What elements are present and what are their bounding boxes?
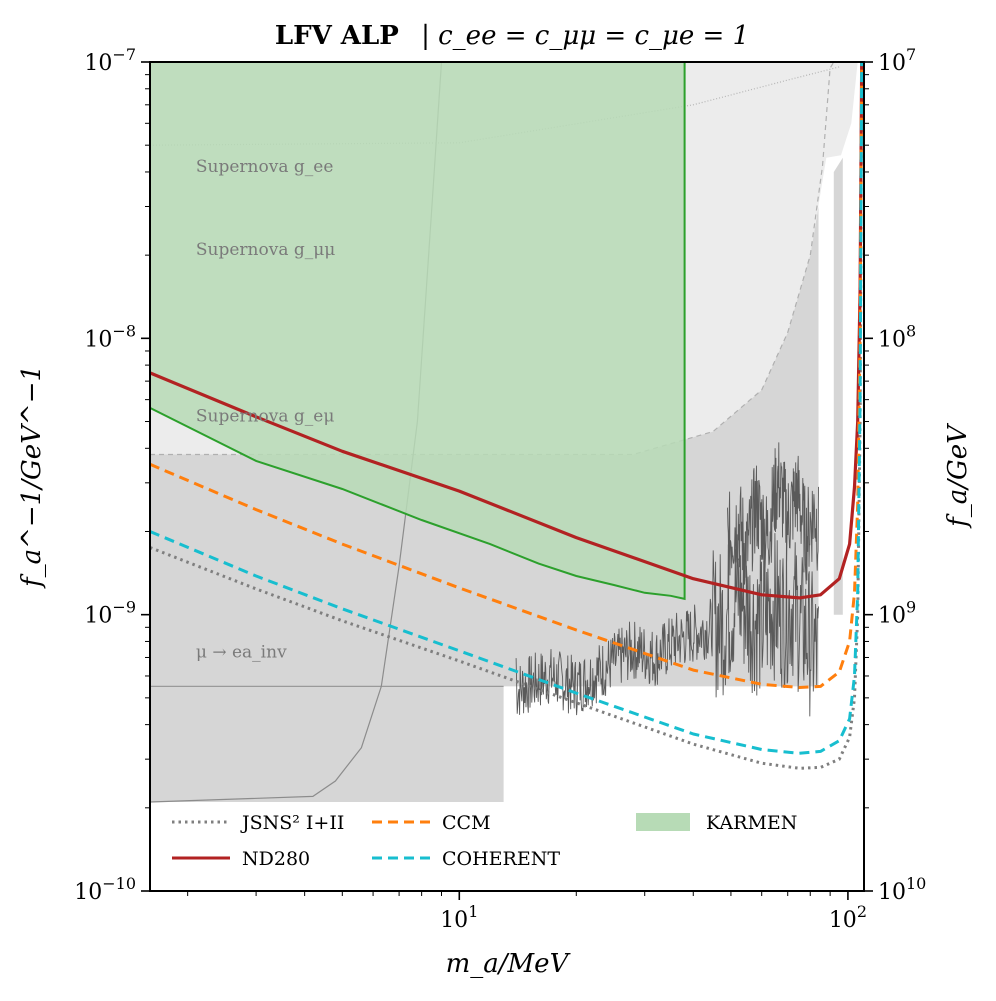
fluctuating-bound-line xyxy=(515,533,819,717)
x-axis-label: m_a/MeV xyxy=(446,949,571,979)
legend-label-jsns-i-ii: JSNS² I+II xyxy=(240,812,344,834)
series-layer xyxy=(150,62,864,770)
karmen-region-layer xyxy=(150,62,686,601)
y-tick-label-left-2: 10−9 xyxy=(84,598,136,629)
region-labels: Supernova g_ee Supernova g_μμ Supernova g_… xyxy=(196,157,335,663)
series-line-coherent xyxy=(150,62,864,755)
legend: JSNS² I+II CCM KARMEN ND280 COHERENT xyxy=(172,812,797,870)
chart-title-rest: | c_ee = c_μμ = c_μe = 1 xyxy=(421,21,749,51)
karmen-edge xyxy=(150,62,686,601)
fluctuating-bound-upper-line xyxy=(727,442,819,586)
y-tick-label-right-3: 108 xyxy=(878,321,916,352)
y-axis-label-right: f_a/GeV xyxy=(943,423,973,529)
region-label-3: Supernova g_eμ xyxy=(196,407,334,427)
chart-title-bold: LFV ALP xyxy=(275,21,399,51)
legend-label-karmen: KARMEN xyxy=(706,812,797,834)
shaded-region-4 xyxy=(150,686,387,802)
axis-ticks xyxy=(141,61,873,900)
series-line-nd280 xyxy=(150,62,864,600)
series-line-jsns-i-ii xyxy=(150,62,864,770)
y-tick-label-left-1: 10−10 xyxy=(74,874,136,905)
bound-line-4 xyxy=(150,66,840,146)
legend-item-4: ND280 xyxy=(172,848,310,870)
y-tick-label-left-4: 10−7 xyxy=(84,45,136,76)
y-tick-label-right-1: 1010 xyxy=(878,874,926,905)
plot-frame xyxy=(149,61,865,892)
legend-item-1: JSNS² I+II xyxy=(172,812,344,834)
chart-title: LFV ALP | c_ee = c_μμ = c_μe = 1 xyxy=(275,21,749,51)
y-tick-label-right-4: 107 xyxy=(878,45,916,76)
region-label-2: Supernova g_μμ xyxy=(196,240,335,260)
shaded-region-5 xyxy=(833,157,843,615)
legend-label-nd280: ND280 xyxy=(242,848,310,870)
x-tick-label-1: 101 xyxy=(440,902,478,933)
x-tick-label-2: 102 xyxy=(829,902,867,933)
legend-item-2: CCM xyxy=(372,812,491,834)
region-label-1: Supernova g_ee xyxy=(196,157,334,177)
legend-swatch-karmen xyxy=(636,813,690,831)
karmen-region xyxy=(150,62,685,599)
legend-item-5: COHERENT xyxy=(372,848,560,870)
legend-label-ccm: CCM xyxy=(442,812,491,834)
region-label-4: μ → ea_inv xyxy=(196,642,287,662)
legend-label-coherent: COHERENT xyxy=(442,848,560,870)
legend-item-3: KARMEN xyxy=(636,812,797,834)
y-tick-label-right-2: 109 xyxy=(878,598,916,629)
axis-tick-labels: 101 102 10−10 10−9 10−8 10−7 1010 109 108 107 xyxy=(74,45,926,933)
series-line-ccm xyxy=(150,62,864,689)
y-tick-label-left-3: 10−8 xyxy=(84,321,136,352)
bound-line-1 xyxy=(150,62,835,456)
y-axis-label-left: f_a^−1/GeV^−1 xyxy=(17,365,47,589)
